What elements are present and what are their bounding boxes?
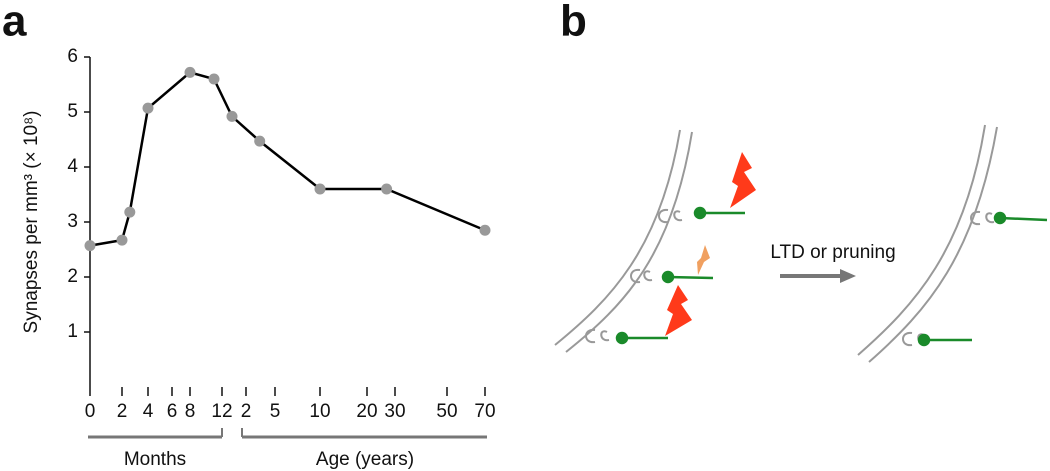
- data-point: [142, 102, 154, 114]
- bouton: [993, 211, 1007, 225]
- data-point: [116, 234, 128, 246]
- data-point: [184, 66, 196, 78]
- bouton: [615, 331, 629, 345]
- group-label: Months: [124, 449, 186, 470]
- lightning: [697, 245, 710, 275]
- axon: [999, 216, 1048, 222]
- x-tick-label: 70: [474, 401, 495, 422]
- dendrite: [554, 129, 681, 346]
- arrowhead: [840, 269, 856, 283]
- data-point: [124, 206, 136, 218]
- bouton: [917, 333, 931, 347]
- y-tick-label: 2: [67, 266, 78, 287]
- x-tick-label: 50: [436, 401, 457, 422]
- data-line: [89, 71, 486, 247]
- x-tick-label: 2: [117, 401, 128, 422]
- data-point: [381, 183, 393, 195]
- lightning: [730, 152, 756, 208]
- data-point: [254, 135, 266, 147]
- x-tick-label: 4: [143, 401, 154, 422]
- data-point: [479, 224, 491, 236]
- x-tick-label: 20: [356, 401, 377, 422]
- group-label: Age (years): [316, 449, 414, 470]
- data-point: [84, 240, 96, 252]
- dendrite: [868, 126, 998, 363]
- arrow-label: LTD or pruning: [770, 242, 895, 263]
- spine: [585, 328, 610, 344]
- terminals: [615, 206, 1048, 347]
- x-tick-label: 2: [241, 401, 252, 422]
- x-tick-label: 12: [211, 401, 232, 422]
- panel-label: b: [560, 0, 587, 46]
- y-tick-label: 6: [67, 46, 78, 67]
- spine: [630, 268, 653, 284]
- x-tick-label: 8: [185, 401, 196, 422]
- y-axis-label: Synapses per mm³ (× 10⁸): [21, 111, 42, 334]
- bouton: [693, 206, 707, 220]
- dendrite: [565, 131, 693, 353]
- bouton: [661, 270, 675, 284]
- data-point: [226, 110, 238, 122]
- x-tick-label: 30: [384, 401, 405, 422]
- spine: [658, 208, 683, 224]
- panel-label: a: [2, 0, 27, 46]
- y-tick-label: 1: [67, 321, 78, 342]
- x-tick-label: 10: [309, 401, 330, 422]
- y-tick-label: 4: [67, 156, 78, 177]
- lightning: [665, 285, 692, 336]
- spine: [970, 210, 995, 226]
- x-tick-label: 5: [270, 401, 281, 422]
- x-tick-label: 0: [85, 401, 96, 422]
- data-point: [208, 73, 220, 85]
- diagram: [554, 124, 998, 363]
- x-tick-label: 6: [167, 401, 178, 422]
- y-tick-label: 3: [67, 211, 78, 232]
- data-point: [314, 183, 326, 195]
- y-tick-label: 5: [67, 101, 78, 122]
- dendrite: [857, 124, 986, 356]
- axon: [667, 275, 714, 280]
